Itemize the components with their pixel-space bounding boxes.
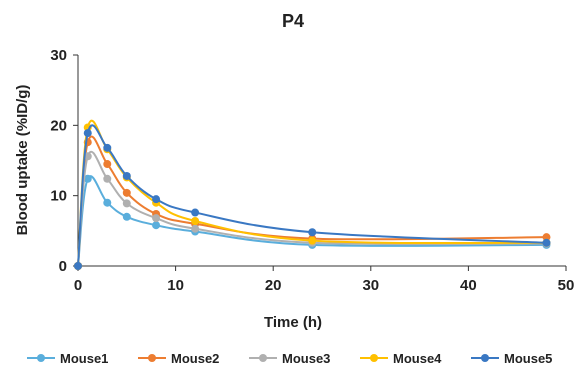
legend-marker-mouse3 — [259, 354, 267, 362]
data-point-mouse5 — [103, 143, 112, 152]
legend-marker-mouse5 — [481, 354, 489, 362]
legend: Mouse1 Mouse2 Mouse3 Mouse4 Mouse5 — [27, 351, 552, 366]
series-mouse1 — [74, 174, 551, 270]
legend-item-mouse2: Mouse2 — [138, 351, 219, 366]
legend-label-mouse1: Mouse1 — [60, 351, 108, 366]
data-point-mouse5 — [308, 228, 317, 237]
legend-item-mouse5: Mouse5 — [471, 351, 552, 366]
x-tick-label: 50 — [558, 277, 575, 294]
data-point-mouse3 — [152, 214, 161, 223]
data-point-mouse5 — [122, 171, 131, 180]
series-mouse3 — [74, 150, 551, 270]
x-tick-label: 20 — [265, 277, 282, 294]
legend-label-mouse3: Mouse3 — [282, 351, 330, 366]
x-tick-label: 0 — [74, 277, 82, 294]
legend-marker-mouse4 — [370, 354, 378, 362]
y-tick-label: 0 — [59, 258, 67, 275]
data-point-mouse1 — [83, 174, 92, 183]
data-point-mouse5 — [152, 195, 161, 204]
y-tick-label: 30 — [50, 47, 67, 64]
data-point-mouse3 — [103, 174, 112, 183]
legend-marker-mouse2 — [148, 354, 156, 362]
legend-label-mouse5: Mouse5 — [504, 351, 552, 366]
legend-label-mouse4: Mouse4 — [393, 351, 442, 366]
data-point-mouse5 — [542, 238, 551, 247]
series-layer — [74, 119, 551, 270]
data-point-mouse5 — [191, 208, 200, 217]
y-axis-label: Blood uptake (%ID/g) — [14, 85, 31, 236]
data-point-mouse1 — [122, 212, 131, 221]
data-point-mouse2 — [122, 188, 131, 197]
data-point-mouse5 — [74, 262, 82, 270]
y-tick-label: 20 — [50, 117, 67, 134]
chart-title: P4 — [282, 11, 304, 31]
series-mouse2 — [74, 135, 551, 270]
legend-item-mouse4: Mouse4 — [360, 351, 442, 366]
data-point-mouse2 — [542, 233, 551, 242]
series-line-mouse1 — [77, 175, 547, 267]
y-tick-label: 10 — [50, 188, 67, 205]
legend-item-mouse1: Mouse1 — [27, 351, 108, 366]
legend-label-mouse2: Mouse2 — [171, 351, 219, 366]
legend-item-mouse3: Mouse3 — [249, 351, 330, 366]
data-point-mouse1 — [103, 198, 112, 207]
data-point-mouse5 — [83, 129, 92, 138]
axes: 0 10 20 30 40 50 0 10 20 30 — [50, 47, 574, 294]
data-point-mouse3 — [191, 224, 200, 233]
series-mouse5 — [74, 124, 551, 270]
legend-marker-mouse1 — [37, 354, 45, 362]
x-tick-label: 40 — [460, 277, 477, 294]
data-point-mouse4 — [308, 236, 317, 245]
data-point-mouse4 — [191, 216, 200, 225]
data-point-mouse1 — [152, 221, 161, 230]
x-tick-label: 30 — [362, 277, 379, 294]
x-axis-label: Time (h) — [264, 314, 322, 331]
data-point-mouse2 — [103, 160, 112, 169]
data-point-mouse3 — [122, 199, 131, 208]
x-tick-label: 10 — [167, 277, 184, 294]
